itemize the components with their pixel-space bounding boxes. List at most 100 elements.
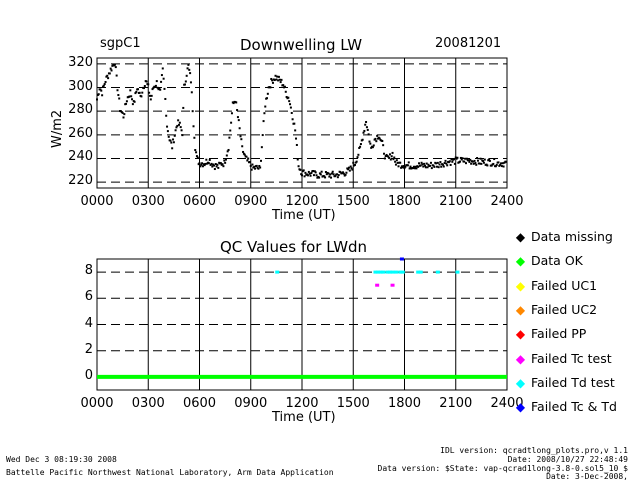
qc-x-tick-label: 0000	[80, 396, 114, 411]
lw-data-point	[389, 158, 392, 161]
lw-data-point	[323, 175, 326, 178]
lw-data-point	[502, 165, 505, 168]
lw-data-point	[381, 140, 384, 143]
lw-data-point	[324, 171, 327, 174]
lw-data-point	[300, 173, 303, 176]
lw-data-point	[198, 162, 201, 165]
lw-data-point	[492, 162, 495, 165]
lw-data-point	[172, 138, 175, 141]
lw-data-point	[348, 169, 351, 172]
lw-data-point	[184, 80, 187, 83]
date-label: 20081201	[435, 36, 502, 51]
lw-data-point	[436, 161, 439, 164]
lw-data-point	[453, 158, 456, 161]
lw-data-point	[258, 164, 261, 167]
lw-data-point	[430, 167, 433, 170]
lw-data-point	[216, 163, 219, 166]
lw-data-point	[211, 165, 214, 168]
lw-data-point	[219, 162, 222, 165]
lw-data-point	[482, 161, 485, 164]
lw-data-point	[133, 100, 136, 103]
lw-data-point	[464, 157, 467, 160]
lw-data-point	[318, 176, 321, 179]
lw-data-point	[401, 166, 404, 169]
lw-data-point	[131, 103, 134, 106]
lw-data-point	[479, 157, 482, 160]
lw-data-point	[274, 74, 277, 77]
lw-data-point	[142, 87, 145, 90]
lw-data-point	[342, 171, 344, 174]
lw-data-point	[345, 171, 348, 174]
lw-chart-panel	[96, 57, 508, 189]
qc-flag-point	[378, 270, 383, 274]
lw-data-point	[448, 160, 451, 163]
lw-data-point	[208, 158, 211, 161]
lw-data-point	[99, 88, 102, 91]
lw-data-point	[412, 165, 415, 168]
lw-data-point	[450, 158, 453, 161]
lw-data-point	[451, 160, 454, 163]
lw-data-point	[374, 137, 377, 140]
lw-data-point	[413, 167, 416, 170]
lw-data-point	[382, 144, 385, 147]
lw-data-point	[499, 163, 502, 166]
legend-label: Failed UC2	[531, 301, 598, 317]
lw-data-point	[352, 161, 355, 164]
lw-data-point	[224, 161, 227, 164]
lw-data-point	[217, 166, 220, 169]
lw-data-point	[500, 165, 503, 168]
lw-data-point	[192, 125, 195, 128]
lw-data-point	[122, 116, 125, 119]
lw-data-point	[195, 151, 198, 154]
lw-data-point	[397, 165, 400, 168]
lw-data-point	[255, 164, 258, 167]
qc-x-tick-label: 0300	[131, 396, 165, 411]
lw-data-point	[201, 162, 204, 165]
lw-data-point	[245, 155, 248, 158]
lw-x-tick-label: 1800	[387, 194, 422, 209]
lw-data-point	[123, 113, 126, 116]
qc-y-tick-label: 0	[84, 367, 93, 383]
lw-data-point	[195, 155, 198, 158]
lw-data-point	[283, 85, 286, 88]
lw-data-point	[432, 164, 435, 167]
lw-data-point	[433, 165, 436, 168]
lw-data-point	[358, 146, 361, 149]
lw-data-point	[383, 157, 386, 160]
lw-data-point	[350, 167, 353, 170]
lw-data-point	[104, 80, 107, 83]
qc-x-tick-label: 1200	[285, 396, 319, 411]
lw-data-point	[260, 146, 263, 149]
lw-x-axis-label: Time (UT)	[272, 208, 336, 223]
lw-data-point	[362, 131, 365, 134]
lw-data-point	[164, 97, 167, 100]
lw-data-point	[148, 94, 151, 97]
qc-y-tick-label: 4	[84, 315, 93, 331]
legend-label: Data missing	[531, 229, 613, 244]
lw-data-point	[175, 126, 178, 129]
qc-x-tick-label: 0600	[182, 396, 217, 411]
lw-data-point	[181, 134, 184, 137]
lw-data-point	[468, 160, 471, 163]
lw-data-point	[351, 168, 354, 171]
lw-data-point	[205, 158, 208, 161]
legend-marker-icon: ◆	[515, 230, 526, 244]
lw-data-point	[263, 112, 266, 115]
lw-data-point	[160, 74, 163, 77]
lw-data-point	[425, 162, 428, 165]
lw-data-point	[356, 156, 359, 159]
lw-data-point	[170, 141, 173, 144]
lw-data-point	[327, 172, 330, 175]
lw-data-point	[449, 163, 452, 166]
lw-data-point	[336, 176, 339, 179]
lw-data-point	[166, 130, 169, 133]
lw-data-point	[213, 164, 216, 167]
lw-data-point	[445, 162, 448, 165]
lw-data-point	[424, 164, 426, 167]
lw-data-point	[155, 80, 158, 83]
lw-data-point	[476, 157, 479, 160]
lw-data-point	[420, 161, 423, 164]
lw-data-point	[412, 167, 415, 170]
lw-data-point	[183, 83, 186, 86]
lw-data-point	[163, 87, 166, 90]
